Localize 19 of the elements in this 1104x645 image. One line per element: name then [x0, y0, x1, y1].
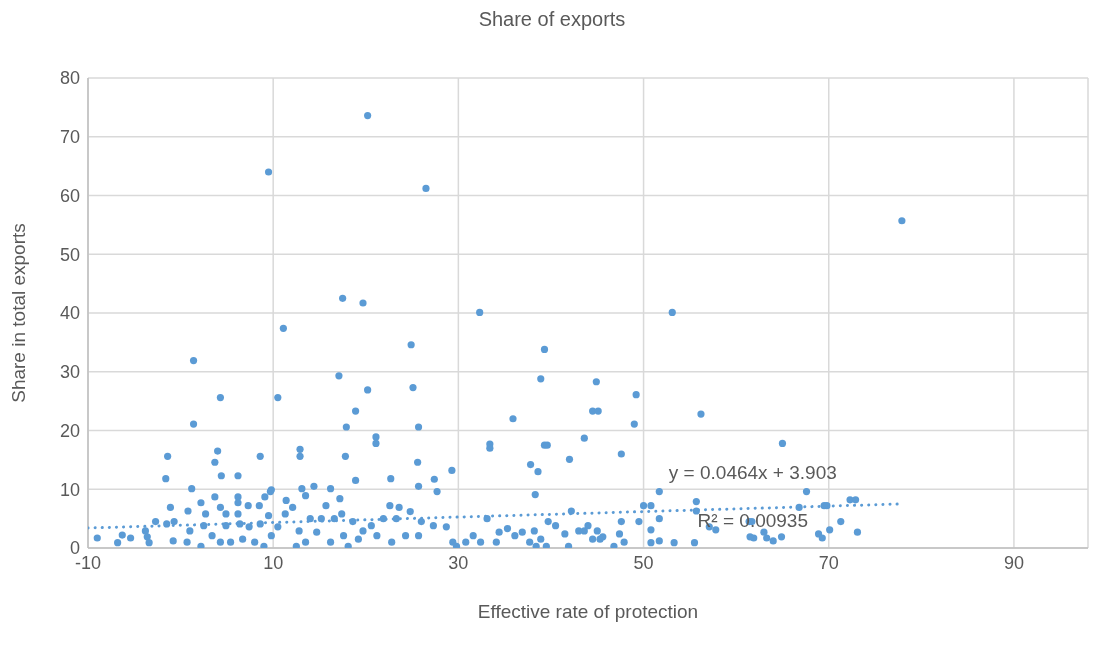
annotation: y = 0.0464x + 3.903 [668, 461, 837, 483]
y-tick-label: 0 [69, 538, 80, 559]
y-tick-label: 50 [59, 244, 80, 265]
annotation: R² = 0.00935 [697, 509, 809, 531]
x-tick-label: 70 [818, 552, 839, 573]
y-tick-label: 60 [59, 185, 80, 206]
chart-title: Share of exports [477, 8, 627, 32]
y-axis-title: Share in total exports [7, 223, 29, 403]
y-tick-label: 10 [59, 479, 80, 500]
y-tick-label: 40 [59, 303, 80, 324]
x-tick-label: 50 [633, 552, 654, 573]
y-tick-label: 20 [59, 420, 80, 441]
x-tick-label: 30 [448, 552, 469, 573]
x-axis-title: Effective rate of protection [477, 601, 699, 622]
y-tick-label: 70 [59, 127, 80, 148]
x-tick-label: 10 [263, 552, 284, 573]
y-tick-label: 30 [59, 362, 80, 383]
y-tick-label: 80 [59, 68, 80, 89]
x-tick-label: 90 [1003, 552, 1024, 573]
